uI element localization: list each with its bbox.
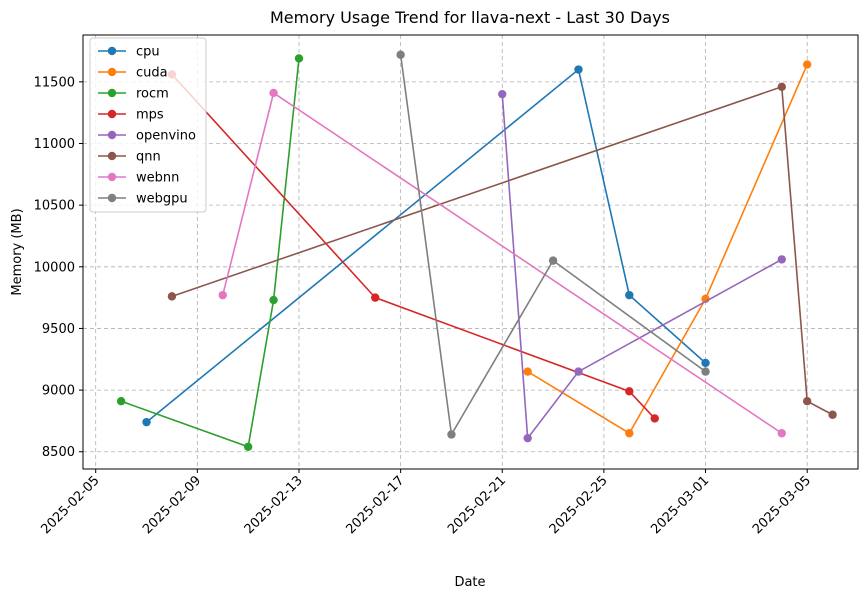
legend-label: webgpu [136, 192, 188, 207]
legend-item: qnn [98, 150, 161, 165]
data-point-mps [650, 414, 659, 423]
legend-label: cuda [136, 66, 168, 81]
legend-label: openvino [136, 129, 196, 144]
series-qnn [167, 82, 837, 419]
legend-item: cuda [98, 66, 168, 81]
series-line-rocm [120, 58, 300, 448]
legend-marker [107, 193, 117, 203]
x-tick-label: 2025-02-21 [445, 473, 509, 537]
y-axis-label: Memory (MB) [10, 208, 25, 295]
x-tick-label: 2025-03-01 [648, 473, 712, 537]
grid [83, 35, 858, 469]
y-tick-label: 11000 [34, 137, 75, 152]
y-tick-label: 9500 [42, 322, 75, 337]
data-point-openvino [574, 367, 583, 376]
y-tick-label: 8500 [42, 445, 75, 460]
data-point-cpu [142, 417, 151, 427]
legend-marker [107, 130, 117, 140]
data-point-mps [625, 387, 634, 396]
x-tick-label: 2025-02-25 [547, 473, 611, 537]
plot-frame [82, 34, 859, 470]
data-point-rocm [294, 54, 304, 63]
legend-marker [107, 151, 117, 161]
data-point-cuda [523, 367, 532, 376]
data-point-webgpu [548, 256, 558, 265]
data-point-cpu [574, 65, 583, 74]
series-line-cpu [146, 68, 707, 423]
legend-item: cpu [98, 45, 160, 60]
legend-label: mps [136, 108, 164, 123]
chart-title: Memory Usage Trend for llava-next - Last… [270, 8, 670, 27]
data-point-webnn [269, 88, 278, 98]
series-openvino [498, 89, 786, 443]
y-tick-label: 10500 [34, 199, 75, 214]
data-point-qnn [777, 82, 786, 91]
x-tick-label: 2025-02-05 [38, 473, 102, 537]
legend-label: cpu [136, 45, 160, 60]
legend-item: rocm [98, 87, 169, 102]
legend-marker [107, 46, 117, 56]
series-cuda [523, 60, 812, 438]
legend-label: webnn [136, 171, 179, 186]
legend-label: rocm [136, 87, 169, 102]
y-tick-label: 9000 [42, 384, 75, 399]
legend-label: qnn [136, 150, 161, 165]
data-point-webgpu [701, 367, 710, 376]
series-line-openvino [501, 94, 783, 441]
data-point-qnn [167, 292, 177, 301]
data-point-openvino [777, 255, 786, 264]
legend-box [89, 37, 207, 213]
data-point-webnn [218, 290, 227, 300]
series-line-cuda [527, 64, 808, 435]
y-tick-label: 10000 [34, 260, 75, 275]
data-point-cuda [625, 429, 634, 438]
data-point-cuda [802, 60, 812, 69]
x-axis-label: Date [454, 575, 485, 590]
series-webnn [218, 88, 786, 438]
series-line-qnn [171, 85, 833, 416]
data-point-openvino [498, 89, 507, 99]
series-line-mps [171, 73, 656, 419]
data-point-webgpu [396, 50, 405, 59]
x-axis-ticks: 2025-02-05 2025-02-09 2025-02-13 2025-02-17… [38, 469, 814, 537]
x-tick-label: 2025-02-17 [343, 473, 407, 537]
x-tick-label: 2025-03-05 [750, 473, 814, 537]
series-rocm [116, 54, 304, 452]
legend: cpu cuda rocm mps openvino qnn webnn webgpu [89, 37, 207, 213]
series-layer [116, 50, 837, 452]
legend-marker [107, 109, 117, 119]
data-point-cpu [625, 290, 634, 300]
data-point-rocm [269, 295, 278, 305]
data-point-mps [371, 293, 380, 302]
x-tick-label: 2025-02-13 [242, 473, 306, 537]
legend-marker [107, 67, 117, 77]
legend-item: mps [98, 108, 164, 123]
data-point-qnn [828, 410, 837, 419]
data-point-cpu [701, 358, 710, 368]
legend-item: openvino [98, 129, 196, 144]
series-cpu [142, 65, 710, 427]
data-point-rocm [116, 396, 126, 406]
data-point-webgpu [447, 430, 456, 439]
series-webgpu [396, 50, 710, 439]
y-axis-ticks: 8500 9000 9500 10000 10500 11000 11500 [34, 75, 83, 460]
legend-item: webgpu [98, 192, 188, 207]
legend-item: webnn [98, 171, 179, 186]
data-point-rocm [243, 442, 253, 452]
series-mps [167, 70, 659, 423]
data-point-qnn [802, 396, 812, 406]
data-point-webnn [777, 429, 786, 438]
legend-marker [107, 88, 117, 98]
legend-marker [107, 172, 117, 182]
data-point-openvino [523, 433, 532, 443]
series-line-webgpu [399, 54, 707, 437]
y-tick-label: 11500 [34, 75, 75, 90]
x-tick-label: 2025-02-09 [140, 473, 204, 537]
